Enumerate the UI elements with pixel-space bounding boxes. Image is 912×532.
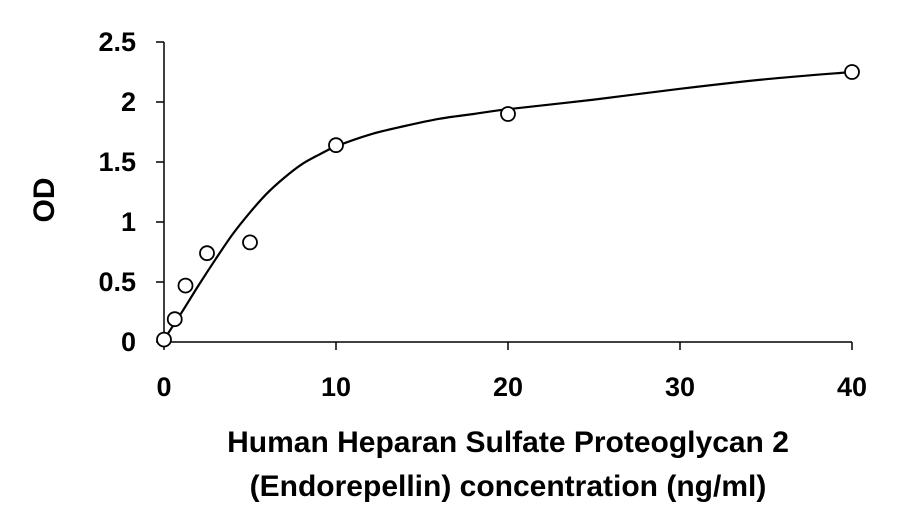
x-tick-label: 0 xyxy=(156,372,171,402)
data-point xyxy=(242,234,258,251)
y-tick-label: 2 xyxy=(121,87,136,117)
data-point xyxy=(199,245,215,262)
data-point xyxy=(177,277,194,294)
x-tick-label: 30 xyxy=(665,372,695,402)
x-axis-title-line-2: (Endorepellin) concentration (ng/ml) xyxy=(250,470,767,503)
x-tick-label: 20 xyxy=(493,372,523,402)
y-axis-title: OD xyxy=(28,178,61,223)
data-point xyxy=(328,137,344,154)
plot-area: 0 0.5 1 1.5 2 2.5 0 10 20 30 40 xyxy=(98,27,867,402)
y-tick-label: 1 xyxy=(121,207,136,237)
x-axis-ticks: 0 10 20 30 40 xyxy=(156,342,867,402)
data-point xyxy=(156,331,172,348)
data-point xyxy=(500,106,516,122)
x-tick-label: 10 xyxy=(321,372,351,402)
y-axis-ticks: 0 0.5 1 1.5 2 2.5 xyxy=(98,27,164,357)
y-tick-label: 2.5 xyxy=(98,27,136,57)
x-axis-title-line-1: Human Heparan Sulfate Proteoglycan 2 xyxy=(227,426,789,459)
data-point xyxy=(844,64,860,80)
y-tick-label: 1.5 xyxy=(98,147,136,177)
data-point xyxy=(166,311,183,328)
y-tick-label: 0 xyxy=(121,327,136,357)
x-tick-label: 40 xyxy=(837,372,867,402)
data-points xyxy=(156,64,860,348)
y-tick-label: 0.5 xyxy=(98,267,136,297)
